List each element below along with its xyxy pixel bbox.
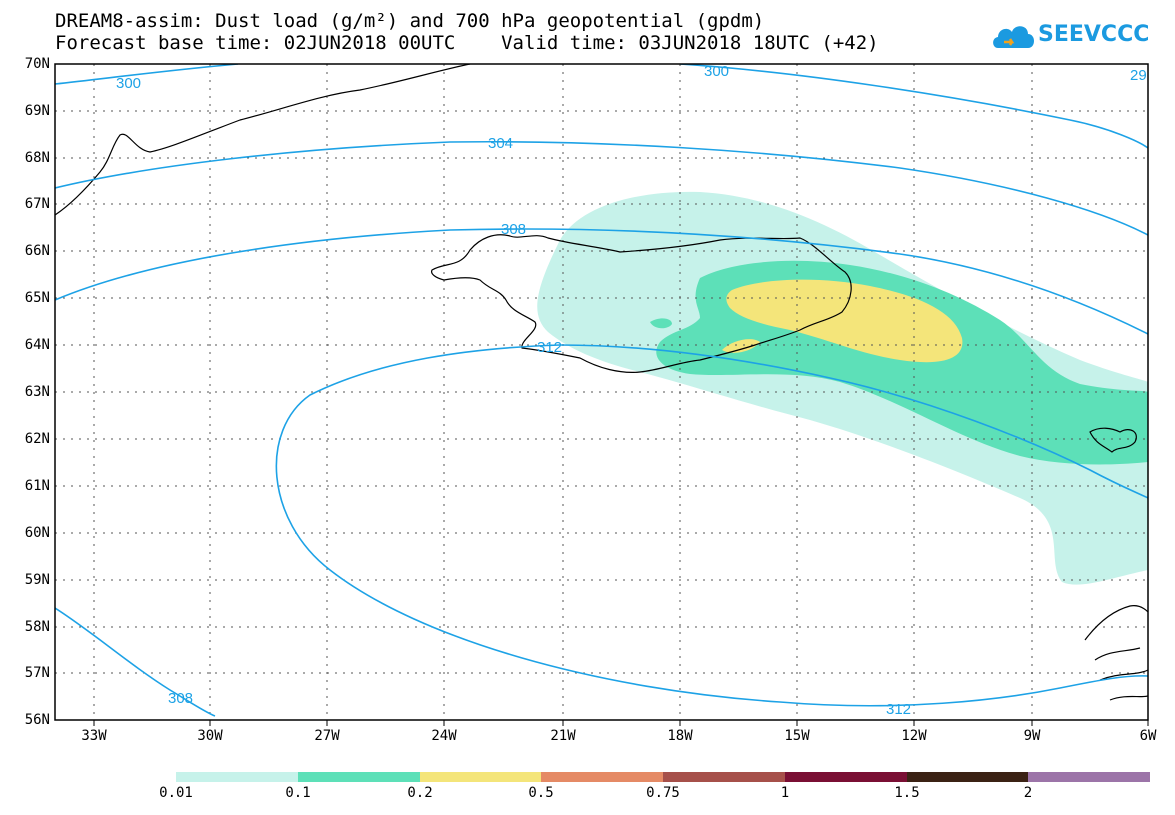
lat-label: 57N [24, 665, 50, 681]
dust-area-high-spot [722, 339, 760, 353]
lat-label: 69N [24, 103, 50, 119]
lon-label: 24W [431, 728, 457, 744]
lat-label: 61N [24, 478, 50, 494]
faroe-coast [1089, 427, 1137, 453]
scotland-coast [1084, 605, 1148, 701]
lon-label: 15W [784, 728, 810, 744]
coastlines [55, 64, 1148, 701]
contour-label: 308 [501, 221, 526, 238]
map-grid [55, 64, 1148, 720]
contour-label: 304 [488, 135, 513, 152]
contour-308-north [55, 228, 1148, 335]
cloud-icon [993, 26, 1034, 48]
contour-312-inner [559, 344, 1148, 499]
legend-swatch [1028, 772, 1150, 782]
contour-label: 312 [886, 701, 911, 718]
legend-label: 1.5 [894, 785, 920, 801]
legend-label: 0.2 [407, 785, 433, 801]
legend-swatch [784, 772, 907, 782]
iceland-coast [431, 234, 852, 373]
dust-area-low [537, 191, 1148, 585]
map-title: DREAM8-assim: Dust load (g/m²) and 700 h… [55, 10, 765, 32]
lat-label: 58N [24, 619, 50, 635]
legend-label: 1 [780, 785, 790, 801]
contour-label: 312 [537, 339, 562, 356]
legend-label: 2 [1023, 785, 1033, 801]
legend-swatch [663, 772, 785, 782]
legend-label: 0.75 [646, 785, 680, 801]
legend-swatch [906, 772, 1029, 782]
lon-label: 27W [314, 728, 340, 744]
contour-label: 300 [704, 63, 729, 80]
seevccc-logo [990, 16, 1150, 60]
lon-label: 9W [1023, 728, 1041, 744]
axis-ticks [93, 720, 1149, 726]
contour-300-east [679, 64, 1148, 149]
lon-label: 33W [81, 728, 107, 744]
contour-label: 300 [116, 75, 141, 92]
legend-swatch [176, 772, 298, 782]
legend-swatch [541, 772, 663, 782]
lat-label: 62N [24, 431, 50, 447]
logo-text: SEEVCCC [1038, 22, 1150, 47]
legend-swatch [419, 772, 542, 782]
contour-label: 308 [168, 690, 193, 707]
contour-label: 29 [1130, 67, 1147, 84]
legend-label: 0.01 [159, 785, 193, 801]
map-frame [54, 63, 1149, 721]
lon-label: 12W [901, 728, 927, 744]
legend-label: 0.5 [528, 785, 554, 801]
lon-label: 21W [550, 728, 576, 744]
geopotential-contours [55, 64, 1148, 717]
legend-label: 0.1 [285, 785, 311, 801]
contour-labels: 300 300 29 304 308 312 308 312 [116, 63, 1147, 718]
lon-label: 18W [667, 728, 693, 744]
dust-area-high [726, 279, 963, 363]
lat-label: 64N [24, 337, 50, 353]
lon-label: 30W [197, 728, 223, 744]
lat-label: 56N [24, 712, 50, 728]
lat-label: 59N [24, 572, 50, 588]
contour-308-south [55, 607, 216, 717]
lat-label: 70N [24, 56, 50, 72]
lat-label: 60N [24, 525, 50, 541]
lat-label: 68N [24, 150, 50, 166]
contour-304 [55, 140, 1148, 236]
greenland-coast [55, 64, 471, 216]
forecast-time-line: Forecast base time: 02JUN2018 00UTC Vali… [55, 32, 879, 54]
contour-312 [275, 344, 1148, 707]
lat-label: 67N [24, 196, 50, 212]
legend-swatch [297, 772, 420, 782]
lon-label: 6W [1139, 728, 1157, 744]
lat-label: 66N [24, 243, 50, 259]
lat-label: 65N [24, 290, 50, 306]
lat-label: 63N [24, 384, 50, 400]
contour-300-west [55, 64, 239, 85]
dust-legend-colorbar [176, 772, 1150, 782]
dust-area-mid-spot [650, 318, 672, 329]
